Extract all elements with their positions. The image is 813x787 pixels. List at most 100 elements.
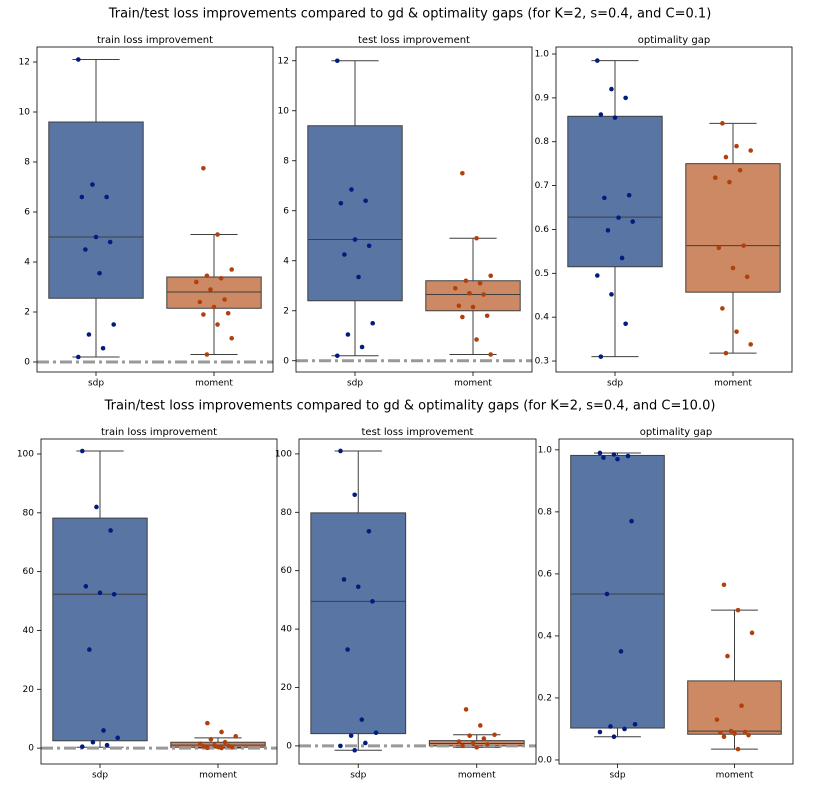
point [359,717,365,722]
point [80,744,85,749]
x-tick-label: moment [716,771,754,781]
point [737,167,743,173]
y-tick-label: 40 [281,625,293,635]
point [215,744,221,750]
point [481,292,486,297]
point [618,649,624,654]
point [335,353,340,359]
point [198,741,203,747]
point [734,143,739,149]
point [373,730,379,736]
point [488,352,494,357]
point [338,200,344,206]
point [460,170,465,176]
y-tick-label: 80 [281,508,293,518]
point [632,722,638,727]
y-tick-label: 0.0 [538,755,553,765]
y-tick-label: 2 [283,306,289,316]
x-tick-label: sdp [347,379,363,389]
point [735,746,741,752]
y-tick-label: 0.5 [535,269,549,279]
panel-title: test loss improvement [362,427,474,438]
point [83,247,88,252]
y-tick-label: 0 [28,744,34,754]
x-tick-label: moment [714,379,752,389]
point [363,740,368,746]
point [211,304,217,310]
point [342,252,347,257]
point [611,734,617,740]
panel-title: test loss improvement [358,35,470,46]
point [349,187,354,192]
point [335,58,340,64]
y-tick-label: 6 [24,208,30,218]
point [721,734,727,740]
point [80,448,85,454]
axes-frame [40,438,278,765]
point [370,320,376,326]
point [629,518,634,524]
point [601,455,606,460]
point [453,285,458,291]
point [204,352,210,357]
box [310,512,407,735]
x-tick-label: moment [199,771,237,781]
y-tick-label: 8 [24,158,30,168]
point [97,270,102,276]
y-tick-label: 8 [283,156,289,166]
point [623,321,628,327]
point [612,115,618,120]
y-tick-label: 10 [19,108,31,118]
point [470,740,476,746]
box [687,680,782,735]
point [623,95,628,101]
y-tick-label: 0.6 [535,225,550,235]
point [604,591,610,597]
point [742,729,748,735]
y-tick-label: 0 [283,356,289,366]
point [460,314,465,320]
point [735,607,741,613]
x-tick-label: sdp [609,771,625,781]
point [107,239,113,245]
point [352,492,357,498]
point [215,232,220,237]
point [366,528,372,534]
y-tick-label: 0.4 [535,313,550,323]
box [52,517,148,742]
axes-frame [558,438,794,765]
point [352,237,358,242]
point [225,310,231,316]
point [108,528,113,533]
point [370,599,375,604]
point [226,743,231,749]
point [111,591,117,597]
box [307,125,403,302]
point [602,195,607,201]
y-tick-label: 0 [24,358,30,368]
point [456,739,462,744]
panel-title: train loss improvement [97,35,213,46]
point [229,267,234,272]
point [622,726,627,732]
point [338,743,343,749]
axes-frame [555,46,793,373]
y-tick-label: 0 [286,741,292,751]
point [355,584,361,590]
axes-frame [298,438,537,765]
point [205,745,210,751]
point [341,577,347,582]
point [79,194,85,200]
point [115,735,120,741]
axes-frame [295,46,533,373]
point [477,280,483,286]
point [205,720,210,726]
point [718,730,723,735]
point [720,121,725,126]
y-tick-label: 100 [17,450,34,460]
point [218,275,224,281]
point [615,456,620,462]
point [748,342,753,347]
point [90,739,96,745]
